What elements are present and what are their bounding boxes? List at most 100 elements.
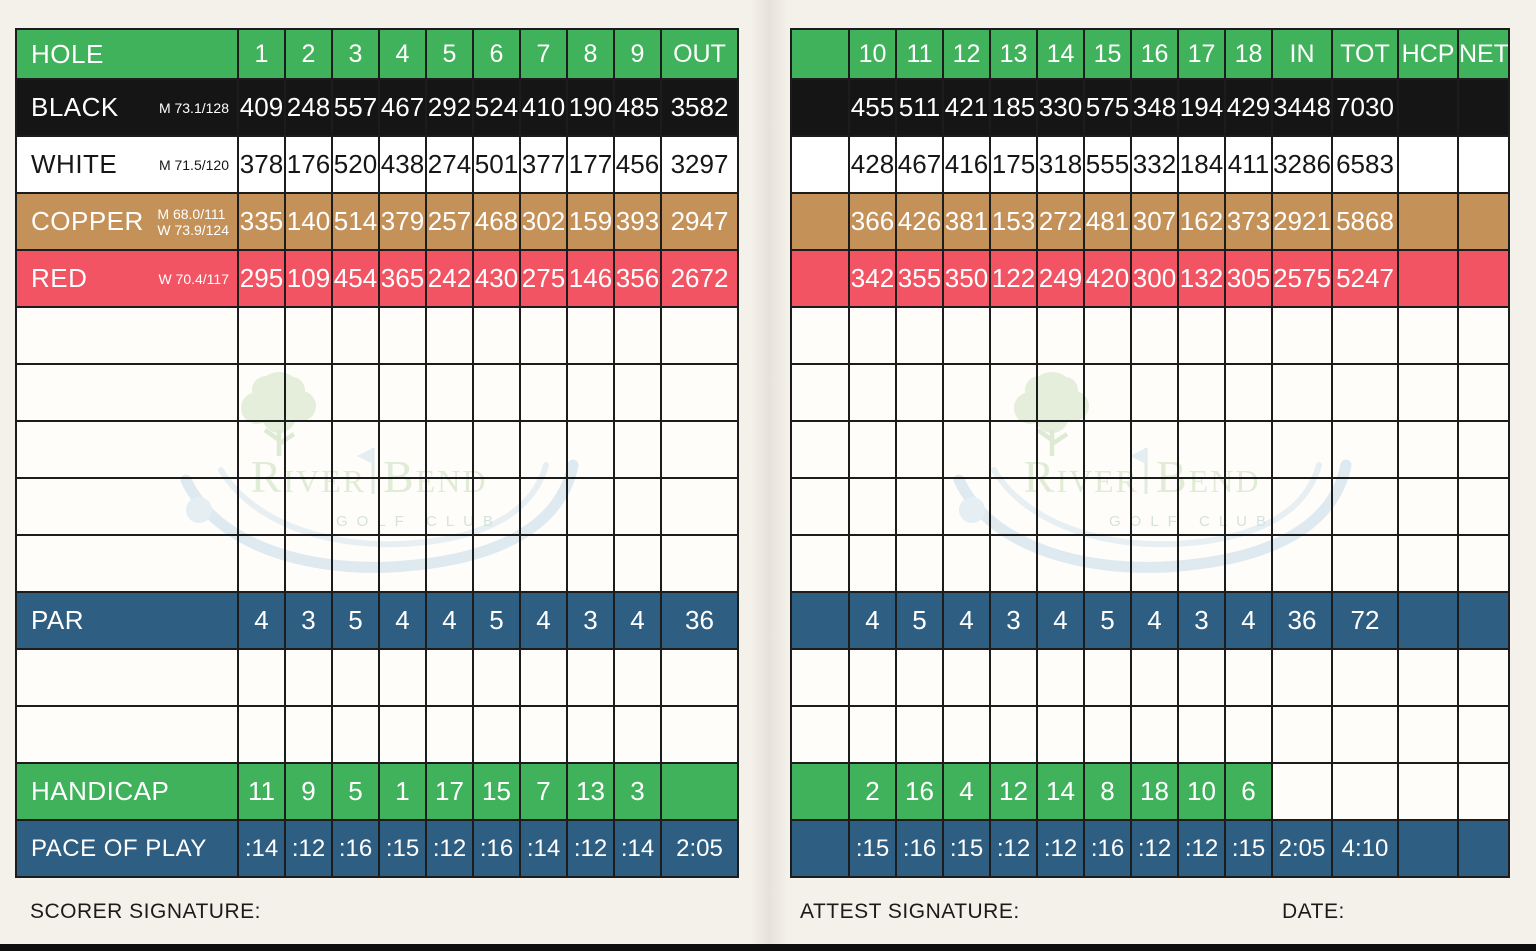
black-tee-row-cell-1: 409	[237, 78, 286, 137]
red-tee-row-cell-5: 242	[425, 249, 474, 308]
score-row-4-cell-3	[942, 477, 991, 536]
score-row-7	[15, 705, 739, 764]
pace-row-cell-5: :12	[1036, 819, 1085, 878]
black-tee-row-cell-10: 3448	[1271, 78, 1333, 137]
white-tee-row-cell-6: 555	[1083, 135, 1132, 194]
red-tee-row-cell-7: 300	[1130, 249, 1179, 308]
score-row-4-lead-cell	[15, 477, 239, 536]
copper-tee-row-cell-4: 379	[378, 192, 427, 251]
score-row-3-cell-3	[331, 420, 380, 479]
score-row-7-cell-8	[1177, 705, 1226, 764]
score-row-1-cell-2	[895, 306, 944, 365]
pace-row-cell-11: 4:10	[1331, 819, 1399, 878]
score-row-2-cell-3	[942, 363, 991, 422]
score-row-3-cell-7	[1130, 420, 1179, 479]
score-row-7-cell-9	[613, 705, 662, 764]
score-row-1-cell-9	[613, 306, 662, 365]
score-row-3-cell-10	[660, 420, 739, 479]
par-row-cell-2: 3	[284, 591, 333, 650]
par-row-cell-8: 3	[1177, 591, 1226, 650]
handicap-row-cell-4: 12	[989, 762, 1038, 821]
score-row-4-cell-4	[378, 477, 427, 536]
handicap-row-cell-1: 11	[237, 762, 286, 821]
score-row-6-cell-9	[1224, 648, 1273, 707]
par-row-cell-8: 3	[566, 591, 615, 650]
red-tee-row-cell-12	[1397, 249, 1459, 308]
score-row-1-cell-4	[378, 306, 427, 365]
black-tee-row-label: BLACK	[31, 92, 119, 122]
par-row-lead-cell: PAR	[15, 591, 239, 650]
score-row-3-cell-12	[1397, 420, 1459, 479]
score-row-7-cell-8	[566, 705, 615, 764]
white-tee-row-cell-3: 520	[331, 135, 380, 194]
score-row-5-cell-3	[942, 534, 991, 593]
score-row-1-cell-4	[989, 306, 1038, 365]
score-row-2-cell-8	[566, 363, 615, 422]
white-tee-row-cell-12	[1397, 135, 1459, 194]
handicap-row-cell-10	[1271, 762, 1333, 821]
handicap-row-cell-10	[660, 762, 739, 821]
score-row-1-cell-3	[331, 306, 380, 365]
handicap-row: HANDICAP 11 9 5 1 17 15 7 13 3	[15, 762, 739, 821]
header-row-cell-7: 7	[519, 28, 568, 80]
red-tee-row: RED W 70.4/117 295 109 454 365 242 430 275 146 356…	[15, 249, 739, 308]
pace-row-cell-9: :15	[1224, 819, 1273, 878]
par-row-cell-13	[1457, 591, 1510, 650]
score-row-7-cell-5	[1036, 705, 1085, 764]
par-row-cell-5: 4	[1036, 591, 1085, 650]
handicap-row-cell-9: 6	[1224, 762, 1273, 821]
par-row-cell-6: 5	[472, 591, 521, 650]
header-row-cell-11: TOT	[1331, 28, 1399, 80]
copper-tee-row-cell-3: 514	[331, 192, 380, 251]
score-row-1-cell-7	[519, 306, 568, 365]
black-tee-row-cell-7: 348	[1130, 78, 1179, 137]
red-tee-row-cell-9: 305	[1224, 249, 1273, 308]
header-row-cell-9: 18	[1224, 28, 1273, 80]
score-row-5-cell-12	[1397, 534, 1459, 593]
copper-tee-row-cell-10: 2921	[1271, 192, 1333, 251]
score-row-3-cell-8	[566, 420, 615, 479]
pace-row-cell-6: :16	[472, 819, 521, 878]
copper-tee-row-cell-11: 5868	[1331, 192, 1399, 251]
score-row-2-cell-13	[1457, 363, 1510, 422]
par-row-cell-6: 5	[1083, 591, 1132, 650]
score-row-6-cell-9	[613, 648, 662, 707]
red-tee-row-cell-8: 146	[566, 249, 615, 308]
score-row-5-cell-6	[1083, 534, 1132, 593]
black-tee-row: BLACK M 73.1/128 409 248 557 467 292 524 410 190 4…	[15, 78, 739, 137]
score-row-1-cell-3	[942, 306, 991, 365]
score-row-3-cell-5	[1036, 420, 1085, 479]
score-row-2-cell-4	[378, 363, 427, 422]
score-row-2-cell-12	[1397, 363, 1459, 422]
score-row-1-cell-1	[848, 306, 897, 365]
score-row-3-cell-2	[895, 420, 944, 479]
white-tee-row-cell-4: 438	[378, 135, 427, 194]
score-row-6-cell-12	[1397, 648, 1459, 707]
score-row-2-cell-6	[472, 363, 521, 422]
copper-tee-row-cell-6: 468	[472, 192, 521, 251]
copper-tee-row-lead-cell: COPPER M 68.0/111 W 73.9/124	[15, 192, 239, 251]
black-tee-row-cell-2: 248	[284, 78, 333, 137]
handicap-row-cell-11	[1331, 762, 1399, 821]
header-row-cell-5: 5	[425, 28, 474, 80]
black-tee-row-cell-2: 511	[895, 78, 944, 137]
score-row-1-cell-6	[472, 306, 521, 365]
header-row-cell-8: 8	[566, 28, 615, 80]
pace-row-cell-12	[1397, 819, 1459, 878]
header-row-lead-cell	[790, 28, 850, 80]
header-row-lead-cell: HOLE	[15, 28, 239, 80]
copper-tee-row: 366 426 381 153 272 481 307 162 373 2921 5868	[790, 192, 1510, 251]
score-row-1-cell-9	[1224, 306, 1273, 365]
score-row-2-cell-7	[519, 363, 568, 422]
score-row-7-cell-4	[378, 705, 427, 764]
handicap-row-cell-3: 5	[331, 762, 380, 821]
score-row-7-cell-9	[1224, 705, 1273, 764]
black-tee-row-cell-7: 410	[519, 78, 568, 137]
score-row-5-cell-9	[1224, 534, 1273, 593]
score-row-3-cell-6	[472, 420, 521, 479]
white-tee-row-cell-1: 378	[237, 135, 286, 194]
handicap-row-label: HANDICAP	[31, 776, 170, 806]
score-row-2-cell-2	[284, 363, 333, 422]
score-row-7-cell-3	[331, 705, 380, 764]
par-row-cell-2: 5	[895, 591, 944, 650]
